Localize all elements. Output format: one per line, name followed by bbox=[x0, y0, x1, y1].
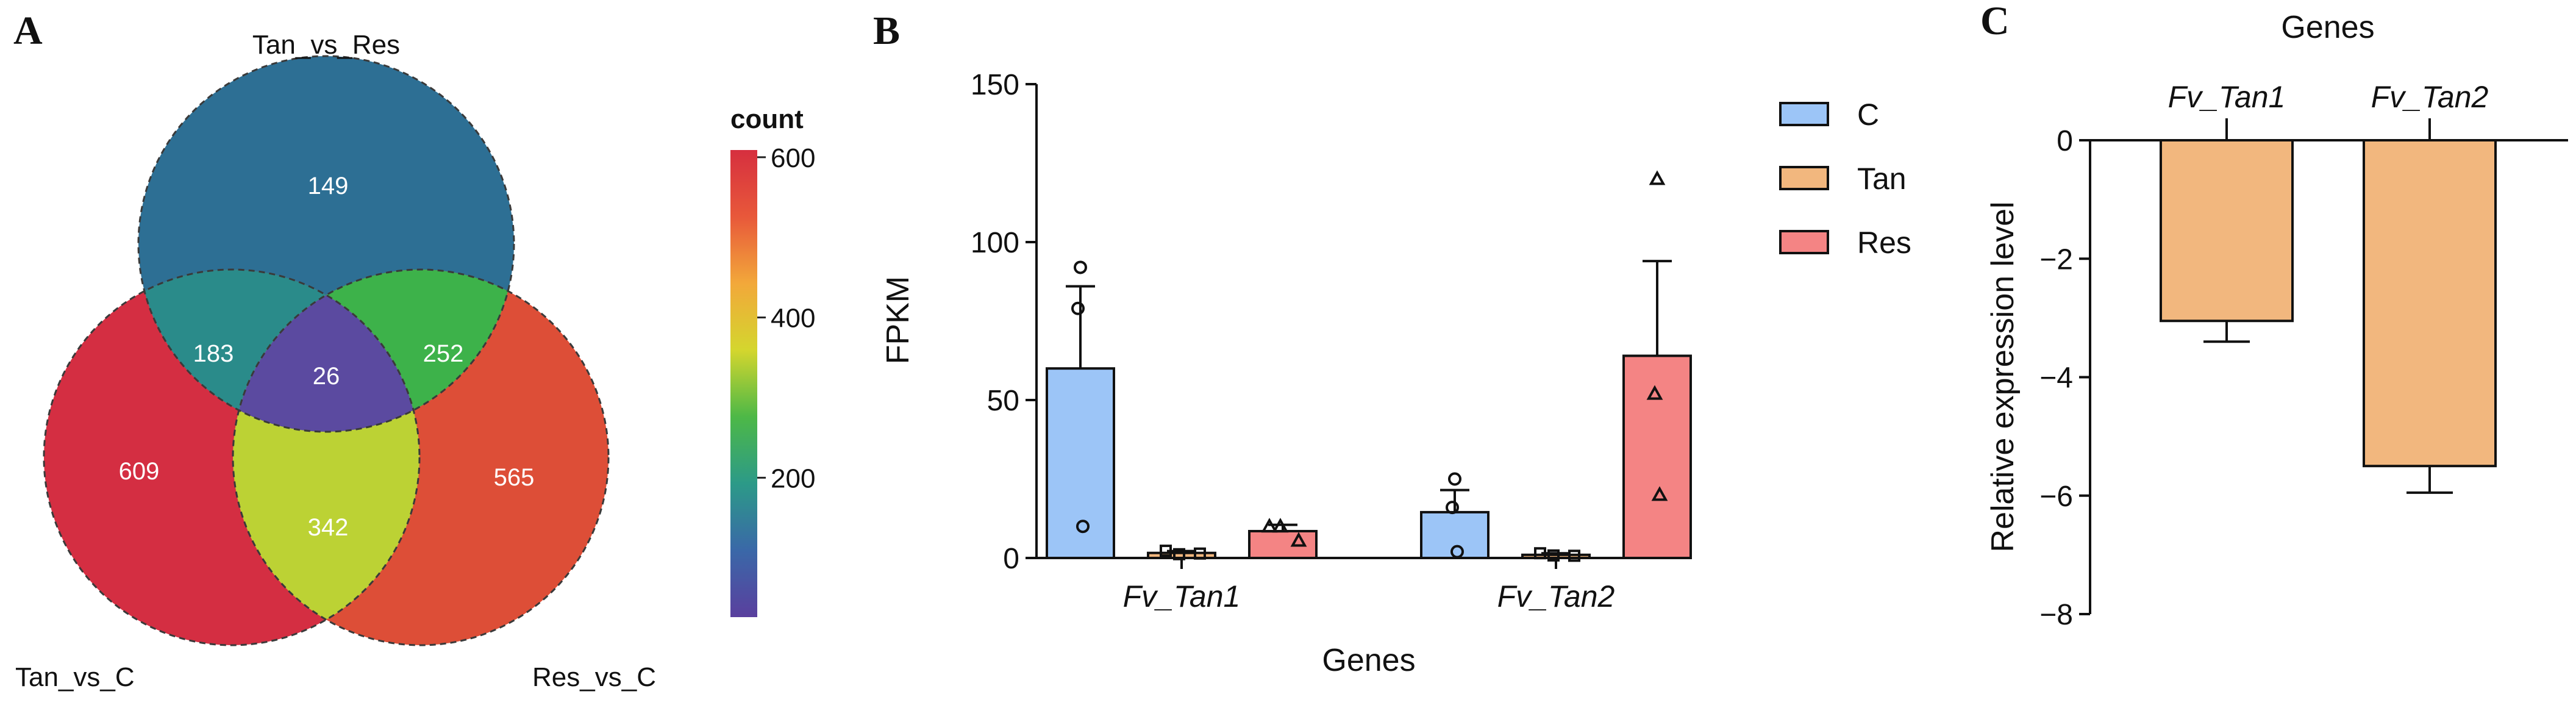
y-tick-label-b: 100 bbox=[971, 227, 1019, 259]
venn-count-left-only: 609 bbox=[119, 458, 160, 485]
venn-outlines bbox=[43, 55, 610, 646]
data-point bbox=[1290, 532, 1307, 547]
colorbar-tick-label: 200 bbox=[771, 463, 815, 493]
venn-count-left-right: 342 bbox=[308, 514, 349, 541]
venn-region-all-three bbox=[233, 270, 419, 432]
x-axis-title-b: Genes bbox=[1322, 643, 1415, 678]
legend-label-c: C bbox=[1857, 98, 1879, 132]
venn-set-label-top: Tan_vs_Res bbox=[252, 30, 400, 60]
bars-b bbox=[1046, 170, 1692, 562]
legend-b: C Tan Res bbox=[1779, 98, 1911, 260]
x-tick-label-c: Fv_Tan2 bbox=[2371, 80, 2489, 114]
data-point bbox=[1446, 501, 1459, 515]
legend-label-res: Res bbox=[1857, 226, 1911, 260]
data-point bbox=[1074, 260, 1087, 274]
x-tick-label-b: Fv_Tan2 bbox=[1497, 579, 1615, 613]
venn-count-top-only: 149 bbox=[308, 173, 349, 199]
data-point bbox=[1646, 385, 1663, 400]
colorbar-tick-label: 400 bbox=[771, 304, 815, 334]
data-point bbox=[1076, 520, 1090, 534]
panel-b-bar-chart: B FPKM Genes 0 50 100 150 Fv_Tan1 Fv_Tan2 C Ta… bbox=[873, 9, 1911, 678]
bar-res-fv_tan2 bbox=[1622, 354, 1692, 559]
colorbar-title: count bbox=[730, 104, 804, 134]
y-tick-label-c: −6 bbox=[2039, 481, 2073, 513]
bar-c-fv_tan2 bbox=[1420, 510, 1490, 560]
axes-b: 0 50 100 150 Fv_Tan1 Fv_Tan2 bbox=[971, 69, 1683, 613]
bar-res-fv_tan1 bbox=[1248, 529, 1318, 559]
data-point bbox=[1173, 548, 1185, 560]
data-point bbox=[1568, 549, 1580, 562]
panel-label-b: B bbox=[873, 9, 900, 53]
panel-c-bar-chart: C Genes Relative expression level 0 −2 −4 −… bbox=[1980, 0, 2568, 631]
y-tick-label-c: −2 bbox=[2039, 243, 2073, 276]
bars-c bbox=[2160, 139, 2497, 494]
y-axis-title-b: FPKM bbox=[880, 276, 916, 364]
y-tick-label-b: 50 bbox=[987, 385, 1019, 417]
bar-c-fv_tan1 bbox=[2160, 139, 2294, 323]
data-point bbox=[1651, 486, 1668, 501]
axes-c: 0 −2 −4 −6 −8 Fv_Tan1 Fv_Tan2 bbox=[2039, 80, 2568, 631]
data-point bbox=[1272, 518, 1289, 533]
x-tick-label-c: Fv_Tan1 bbox=[2168, 80, 2286, 114]
data-point bbox=[1649, 170, 1666, 185]
x-axis-title-c: Genes bbox=[2281, 10, 2374, 45]
legend-swatch-res bbox=[1779, 230, 1829, 254]
x-tick-label-b: Fv_Tan1 bbox=[1123, 579, 1241, 613]
bar-c-fv_tan1 bbox=[1046, 367, 1115, 559]
legend-label-tan: Tan bbox=[1857, 162, 1907, 196]
y-axis-title-c: Relative expression level bbox=[1985, 201, 2021, 552]
y-tick-label-b: 150 bbox=[971, 69, 1019, 101]
legend-swatch-tan bbox=[1779, 166, 1829, 190]
venn-count-all-three: 26 bbox=[313, 363, 340, 390]
colorbar-tick-label: 600 bbox=[771, 143, 815, 173]
bar-c-fv_tan2 bbox=[2363, 139, 2497, 468]
data-point bbox=[1071, 301, 1085, 315]
panel-label-a: A bbox=[13, 9, 43, 53]
y-tick-label-c: 0 bbox=[2057, 125, 2073, 157]
data-point bbox=[1448, 472, 1461, 486]
colorbar bbox=[730, 150, 757, 617]
data-point bbox=[1534, 547, 1546, 560]
y-tick-label-c: −8 bbox=[2039, 599, 2073, 631]
data-point bbox=[1194, 547, 1206, 560]
venn-set-label-left: Tan_vs_C bbox=[15, 662, 135, 692]
panel-a-venn: A 149 609 bbox=[13, 9, 815, 692]
legend-swatch-c bbox=[1779, 102, 1829, 126]
data-point bbox=[1547, 549, 1560, 562]
venn-count-top-left: 183 bbox=[193, 340, 234, 367]
venn-set-label-right: Res_vs_C bbox=[532, 662, 656, 692]
panel-label-c: C bbox=[1980, 0, 2010, 43]
data-point bbox=[1261, 518, 1278, 533]
venn-count-right-only: 565 bbox=[494, 464, 535, 491]
y-tick-label-c: −4 bbox=[2039, 362, 2073, 395]
venn-count-top-right: 252 bbox=[423, 340, 464, 367]
y-tick-label-b: 0 bbox=[1003, 543, 1019, 575]
data-point bbox=[1450, 545, 1464, 559]
colorbar-ticks: 200 400 600 bbox=[757, 143, 815, 493]
data-point bbox=[1160, 545, 1172, 557]
